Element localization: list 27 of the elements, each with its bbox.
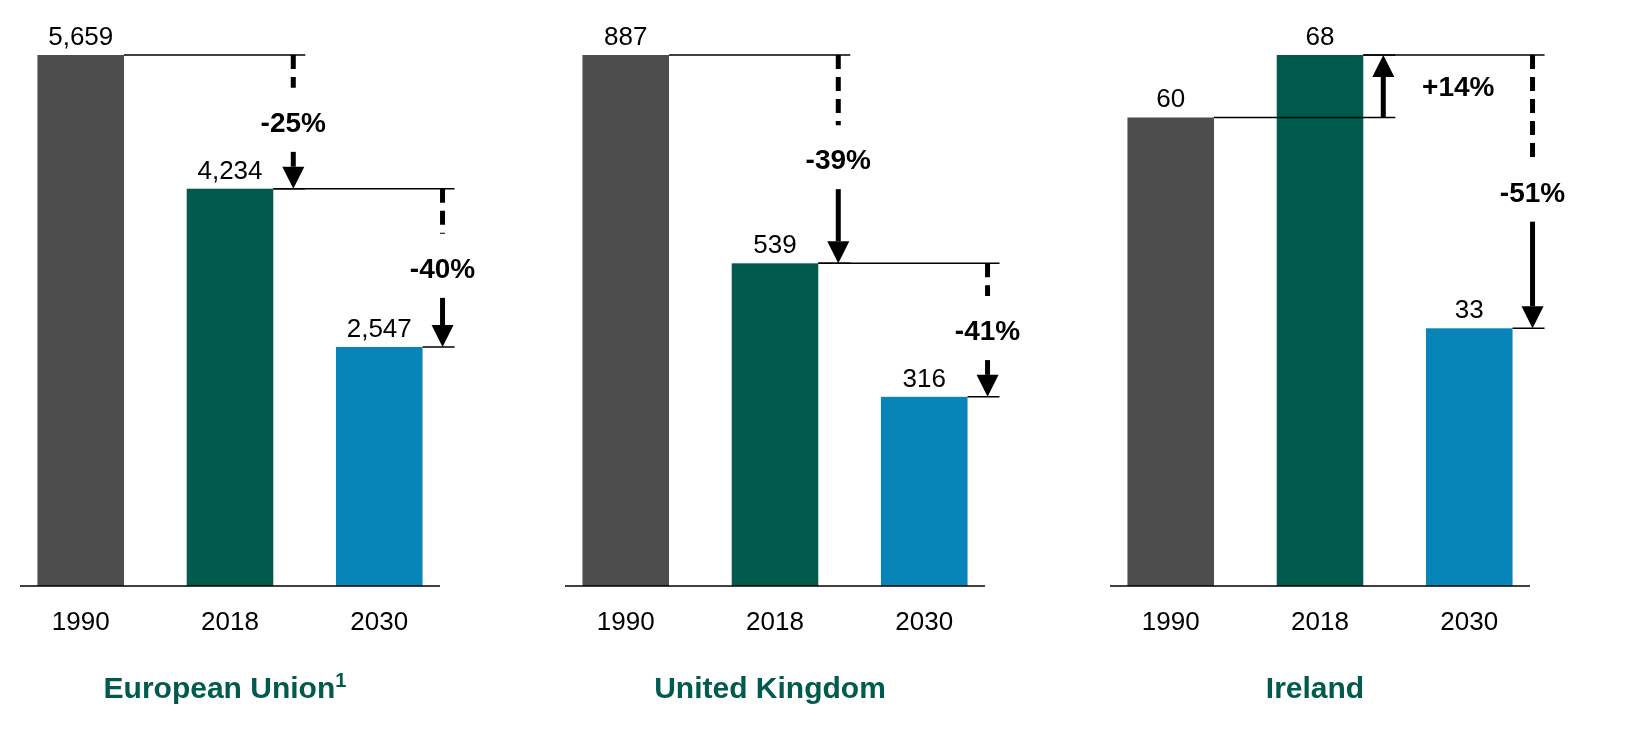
annotation: -40% xyxy=(409,252,476,284)
text: European Union$^{1}$ xyxy=(103,669,347,704)
data-label: 5,659 xyxy=(48,21,114,51)
x-tick-label: 2030 xyxy=(895,606,954,636)
data-label: 316 xyxy=(902,362,946,393)
data-label: 33 xyxy=(1454,294,1484,325)
x-tick-label: 2018 xyxy=(746,606,804,636)
x-tick-label: 2030 xyxy=(350,606,409,636)
x-tick-label: 2018 xyxy=(1291,606,1349,636)
x-tick-label: 1990 xyxy=(51,606,110,636)
x-tick-label: 2018 xyxy=(201,606,259,636)
annotation: -25% xyxy=(260,106,327,138)
annotation: -39% xyxy=(805,144,872,176)
data-label: 60 xyxy=(1156,83,1186,114)
annotation: +14% xyxy=(1422,71,1495,103)
text: Ireland xyxy=(1265,671,1365,704)
x-tick-label: 1990 xyxy=(596,606,655,636)
data-label: 2,547 xyxy=(346,313,412,344)
data-label: 4,234 xyxy=(197,154,263,185)
x-tick-label: 1990 xyxy=(1141,606,1200,636)
data-label: 887 xyxy=(604,21,648,51)
text: United Kingdom xyxy=(654,671,886,704)
annotation: -41% xyxy=(954,315,1021,347)
data-label: 68 xyxy=(1305,21,1335,51)
x-tick-label: 2030 xyxy=(1440,606,1499,636)
annotation: -51% xyxy=(1499,176,1566,208)
data-label: 539 xyxy=(753,229,797,260)
